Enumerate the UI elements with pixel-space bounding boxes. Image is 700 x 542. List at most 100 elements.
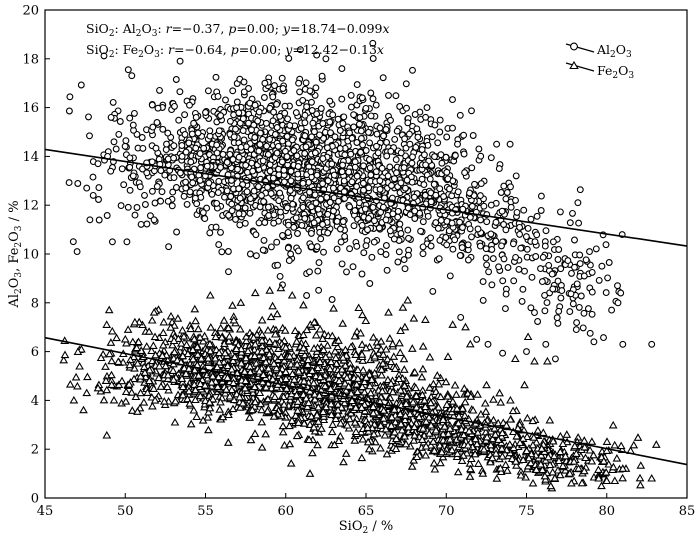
fe2o3-point (336, 418, 345, 427)
al2o3-point (503, 189, 511, 196)
al2o3-point (283, 204, 291, 212)
al2o3-point (120, 181, 128, 189)
al2o3-point (340, 113, 348, 121)
fe2o3-point (426, 398, 436, 407)
al2o3-point (359, 179, 367, 187)
fe2o3-point (99, 395, 109, 404)
fe2o3-point (474, 459, 483, 467)
fe2o3-point (205, 339, 215, 348)
al2o3-point (500, 182, 508, 190)
al2o3-point (382, 216, 390, 224)
al2o3-point (95, 196, 102, 203)
al2o3-point (343, 268, 350, 276)
al2o3-point (448, 219, 456, 227)
fe2o3-point (357, 350, 367, 358)
fe2o3-point (214, 348, 224, 357)
al2o3-point (241, 204, 249, 212)
al2o3-point (65, 179, 73, 187)
al2o3-point (312, 84, 320, 92)
al2o3-point (448, 192, 456, 200)
fe2o3-point (257, 336, 267, 344)
fe2o3-point (230, 352, 240, 361)
al2o3-point (541, 291, 549, 299)
fe2o3-point (83, 372, 92, 381)
al2o3-point (459, 224, 466, 231)
al2o3-point (338, 260, 346, 268)
al2o3-point (449, 245, 457, 253)
al2o3-point (576, 251, 584, 259)
fe2o3-point (185, 399, 195, 407)
fe2o3-point (129, 374, 139, 383)
al2o3-point (311, 191, 319, 199)
al2o3-point (273, 124, 281, 131)
fe2o3-point (482, 432, 492, 441)
fe2o3-point (377, 365, 386, 373)
al2o3-point (330, 171, 338, 179)
fe2o3-point (571, 449, 581, 457)
fe2o3-point (396, 419, 406, 428)
al2o3-point (454, 188, 462, 196)
legend-al2o3-label: Al2O3 (596, 42, 632, 60)
al2o3-point (436, 116, 444, 124)
fe2o3-point (263, 406, 272, 415)
fe2o3-point (293, 406, 303, 414)
fe2o3-point (147, 346, 156, 355)
fe2o3-point (96, 353, 106, 362)
fe2o3-point (421, 417, 431, 425)
fe2o3-point (461, 322, 470, 331)
fe2o3-point (310, 390, 320, 398)
al2o3-point (289, 200, 297, 208)
al2o3-point (229, 156, 237, 163)
al2o3-point (235, 153, 243, 161)
fe2o3-point (434, 379, 444, 388)
al2o3-point (351, 163, 359, 171)
al2o3-point (323, 144, 331, 152)
al2o3-point (499, 277, 507, 285)
al2o3-point (314, 205, 322, 213)
al2o3-point (588, 288, 596, 296)
al2o3-point (579, 324, 587, 332)
fe2o3-point (294, 418, 303, 426)
al2o3-point (310, 219, 318, 227)
al2o3-point (571, 263, 578, 271)
al2o3-point (571, 236, 578, 244)
fe2o3-point (182, 340, 191, 349)
fe2o3-point (304, 435, 314, 444)
fe2o3-point (188, 345, 198, 354)
fe2o3-point (170, 417, 180, 426)
al2o3-point (553, 314, 561, 322)
fe2o3-point (189, 405, 199, 414)
al2o3-point (310, 128, 318, 136)
al2o3-point (206, 127, 214, 135)
al2o3-point (261, 79, 269, 87)
fe2o3-point (127, 388, 137, 396)
fe2o3-point (102, 320, 112, 328)
fe2o3-point (502, 466, 512, 474)
fe2o3-point (400, 415, 410, 424)
fe2o3-point (193, 324, 203, 333)
fe2o3-point (246, 435, 256, 444)
fe2o3-point (467, 454, 476, 463)
al2o3-point (284, 229, 292, 236)
al2o3-point (602, 289, 610, 297)
al2o3-point (252, 231, 260, 239)
al2o3-point (507, 203, 515, 211)
fe2o3-point (473, 428, 483, 436)
fe2o3-point (587, 437, 597, 445)
al2o3-point (451, 236, 459, 244)
al2o3-point (212, 223, 220, 231)
al2o3-point (348, 178, 356, 186)
al2o3-point (378, 164, 386, 172)
fe2o3-point (417, 435, 427, 443)
al2o3-point (586, 329, 594, 337)
al2o3-point (146, 212, 154, 220)
fe2o3-point (208, 394, 218, 403)
al2o3-point (487, 230, 495, 238)
al2o3-point (517, 244, 525, 252)
al2o3-point (301, 150, 309, 157)
al2o3-point (357, 135, 365, 142)
al2o3-point (208, 190, 216, 198)
fe2o3-point (546, 481, 556, 490)
al2o3-point (337, 238, 345, 246)
al2o3-point (427, 242, 435, 250)
